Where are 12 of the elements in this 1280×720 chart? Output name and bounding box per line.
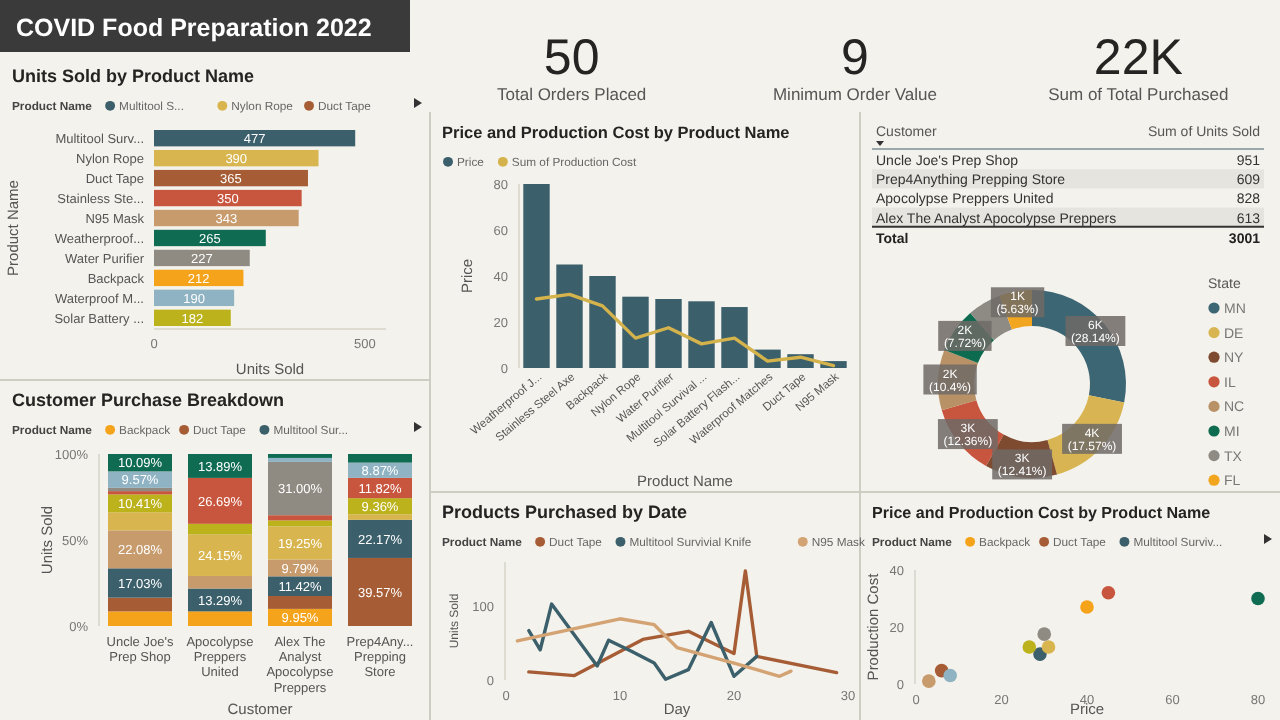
text: Sum of Total Purchased (1048, 84, 1229, 104)
chart-title: Products Purchased by Date (442, 502, 688, 522)
chart-title: Price and Production Cost by Product Name (442, 124, 791, 142)
text: 9 (841, 30, 869, 86)
text: 22K (1093, 30, 1184, 86)
text: COVID Food Preparation 2022 (16, 14, 372, 42)
chart-title: Price and Production Cost by Product Name (872, 504, 1212, 522)
text: 50 (543, 30, 600, 86)
chart-title: Customer Purchase Breakdown (12, 390, 285, 410)
text: Minimum Order Value (772, 84, 938, 104)
text: Total Orders Placed (497, 84, 647, 104)
chart-title: Units Sold by Product Name (12, 66, 255, 86)
